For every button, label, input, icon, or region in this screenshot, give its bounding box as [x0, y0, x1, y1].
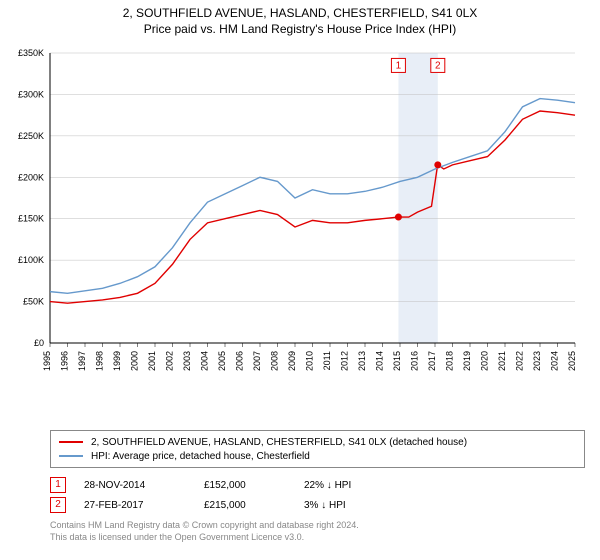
legend-swatch [59, 441, 83, 443]
sale-row: 2 27-FEB-2017£215,0003% ↓ HPI [50, 495, 424, 515]
footer-line1: Contains HM Land Registry data © Crown c… [50, 520, 359, 532]
sale-dot-1 [395, 214, 402, 221]
title-line1: 2, SOUTHFIELD AVENUE, HASLAND, CHESTERFI… [0, 6, 600, 20]
y-tick-label: £300K [18, 89, 44, 99]
y-tick-label: £50K [23, 297, 44, 307]
sale-date: 28-NOV-2014 [84, 480, 204, 491]
x-tick-label: 2008 [270, 351, 280, 371]
x-tick-label: 2011 [322, 351, 332, 370]
y-tick-label: £350K [18, 48, 44, 58]
x-tick-label: 2023 [532, 351, 542, 371]
x-tick-label: 2015 [392, 351, 402, 371]
y-tick-label: £100K [18, 255, 44, 265]
x-tick-label: 2020 [480, 351, 490, 371]
x-tick-label: 2002 [165, 351, 175, 371]
y-tick-label: £250K [18, 131, 44, 141]
x-tick-label: 2001 [147, 351, 157, 371]
x-tick-label: 1997 [77, 351, 87, 371]
legend-label: 2, SOUTHFIELD AVENUE, HASLAND, CHESTERFI… [91, 437, 467, 448]
x-tick-label: 2019 [462, 351, 472, 371]
x-tick-label: 2003 [182, 351, 192, 371]
x-tick-label: 2013 [357, 351, 367, 371]
x-tick-label: 2005 [217, 351, 227, 371]
sale-dot-2 [434, 161, 441, 168]
sales-table: 1 28-NOV-2014£152,00022% ↓ HPI 2 27-FEB-201… [50, 475, 424, 515]
x-tick-label: 2022 [515, 351, 525, 371]
sale-delta: 3% ↓ HPI [304, 500, 424, 511]
sale-delta: 22% ↓ HPI [304, 480, 424, 491]
x-tick-label: 2016 [410, 351, 420, 371]
x-tick-label: 2017 [427, 351, 437, 371]
x-tick-label: 2009 [287, 351, 297, 371]
chart-container: 2, SOUTHFIELD AVENUE, HASLAND, CHESTERFI… [0, 0, 600, 560]
title-block: 2, SOUTHFIELD AVENUE, HASLAND, CHESTERFI… [0, 0, 600, 36]
sale-marker-num-1: 1 [396, 60, 402, 71]
x-tick-label: 1996 [60, 351, 70, 371]
x-tick-label: 1999 [112, 351, 122, 371]
highlight-band [398, 53, 437, 343]
x-tick-label: 1995 [42, 351, 52, 371]
sale-marker-icon: 2 [50, 497, 66, 513]
title-line2: Price paid vs. HM Land Registry's House … [0, 22, 600, 36]
x-tick-label: 2000 [130, 351, 140, 371]
footer: Contains HM Land Registry data © Crown c… [50, 520, 359, 543]
x-tick-label: 2025 [567, 351, 577, 371]
sale-price: £152,000 [204, 480, 304, 491]
x-tick-label: 2010 [305, 351, 315, 371]
legend-item: HPI: Average price, detached house, Ches… [59, 449, 576, 463]
price-chart: £0£50K£100K£150K£200K£250K£300K£350K1995… [50, 48, 585, 398]
sale-marker-num-2: 2 [435, 60, 441, 71]
sale-date: 27-FEB-2017 [84, 500, 204, 511]
footer-line2: This data is licensed under the Open Gov… [50, 532, 359, 544]
x-tick-label: 2024 [550, 351, 560, 371]
x-tick-label: 2021 [497, 351, 507, 371]
x-tick-label: 2006 [235, 351, 245, 371]
sale-row: 1 28-NOV-2014£152,00022% ↓ HPI [50, 475, 424, 495]
x-tick-label: 2007 [252, 351, 262, 371]
sale-price: £215,000 [204, 500, 304, 511]
x-tick-label: 2018 [445, 351, 455, 371]
legend-swatch [59, 455, 83, 457]
x-tick-label: 2014 [375, 351, 385, 371]
legend: 2, SOUTHFIELD AVENUE, HASLAND, CHESTERFI… [50, 430, 585, 468]
x-tick-label: 2012 [340, 351, 350, 371]
y-tick-label: £0 [34, 338, 44, 348]
y-tick-label: £200K [18, 172, 44, 182]
legend-item: 2, SOUTHFIELD AVENUE, HASLAND, CHESTERFI… [59, 435, 576, 449]
x-tick-label: 1998 [95, 351, 105, 371]
y-tick-label: £150K [18, 214, 44, 224]
legend-label: HPI: Average price, detached house, Ches… [91, 451, 310, 462]
sale-marker-icon: 1 [50, 477, 66, 493]
x-tick-label: 2004 [200, 351, 210, 371]
